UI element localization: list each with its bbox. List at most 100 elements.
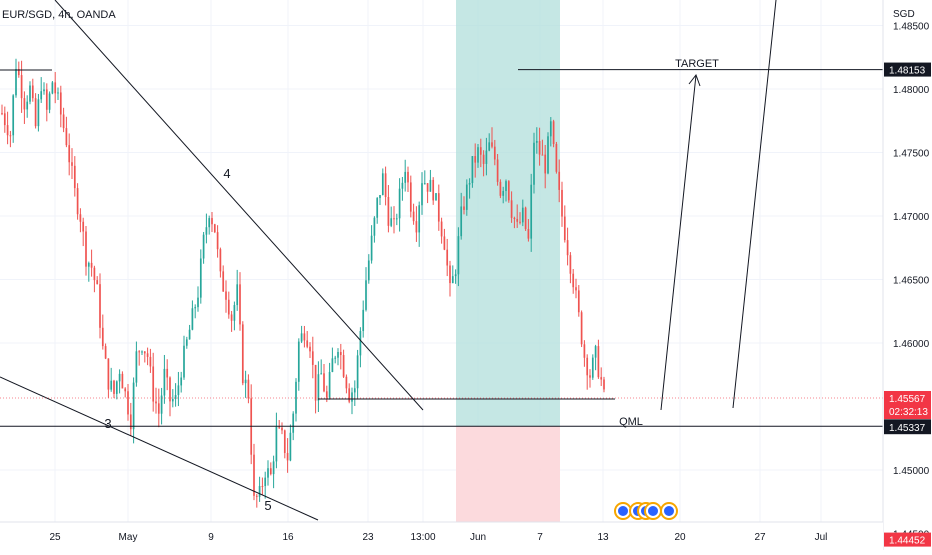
candle-body bbox=[488, 142, 491, 151]
descending-trendline[interactable] bbox=[54, 0, 424, 411]
candle-body bbox=[345, 376, 348, 389]
last-price-badge-countdown: 02:32:13 bbox=[889, 407, 928, 418]
candle-body bbox=[3, 113, 6, 126]
candle-body bbox=[429, 179, 432, 192]
candle-body bbox=[555, 143, 558, 172]
candle-body bbox=[166, 368, 169, 378]
candle-body bbox=[57, 92, 59, 94]
projection-arrow-head[interactable] bbox=[688, 73, 701, 87]
calendar-event-icon[interactable] bbox=[614, 502, 632, 520]
qml-lower-badge[interactable]: 1.45337 bbox=[884, 420, 931, 435]
candle-body bbox=[516, 218, 519, 222]
time-tick-label: May bbox=[119, 532, 138, 543]
qml-lower-badge-text: 1.45337 bbox=[889, 423, 926, 434]
candle-body bbox=[213, 224, 216, 233]
candle-body bbox=[261, 486, 264, 488]
candle-body bbox=[362, 309, 365, 332]
candle-body bbox=[160, 395, 163, 414]
currency-label: SGD bbox=[893, 9, 915, 20]
candle-body bbox=[426, 183, 429, 192]
candle-body bbox=[169, 377, 171, 402]
drawings[interactable] bbox=[0, 0, 883, 521]
candle-body bbox=[12, 95, 15, 136]
target-price-badge-text: 1.48153 bbox=[889, 66, 926, 77]
candle-body bbox=[323, 373, 325, 392]
calendar-event-icon[interactable] bbox=[644, 502, 662, 520]
symbol-title[interactable]: EUR/SGD, 4h, OANDA bbox=[2, 9, 116, 21]
candle-body bbox=[538, 141, 541, 155]
candle-body bbox=[379, 194, 381, 199]
parallel-channel-line[interactable] bbox=[732, 0, 777, 409]
qml-label: QML bbox=[619, 416, 643, 428]
candle-body bbox=[121, 373, 124, 389]
lower-trendline[interactable] bbox=[0, 376, 319, 521]
price-tick-label: 1.46000 bbox=[893, 339, 930, 350]
price-tick-label: 1.46500 bbox=[893, 276, 930, 287]
candle-body bbox=[423, 183, 426, 185]
candle-body bbox=[17, 68, 20, 76]
candle-body bbox=[370, 235, 373, 261]
position-zone[interactable] bbox=[456, 0, 560, 554]
candle-body bbox=[205, 227, 208, 235]
candle-body bbox=[199, 258, 202, 298]
event-icon-core bbox=[618, 506, 628, 516]
wave-label: 3 bbox=[104, 416, 111, 431]
candle-body bbox=[600, 377, 603, 380]
candle-body bbox=[603, 379, 605, 390]
candle-body bbox=[113, 380, 115, 394]
candle-body bbox=[132, 382, 135, 430]
candle-body bbox=[334, 357, 337, 359]
candle-body bbox=[580, 312, 583, 345]
candle-body bbox=[101, 327, 104, 347]
candle-body bbox=[93, 267, 96, 281]
time-tick-label: Jun bbox=[470, 532, 486, 543]
candle-body bbox=[415, 221, 418, 233]
candle-body bbox=[365, 280, 367, 310]
candle-body bbox=[407, 171, 409, 183]
candle-body bbox=[15, 68, 17, 96]
candle-body bbox=[395, 218, 398, 220]
candle-body bbox=[194, 307, 197, 309]
candle-body bbox=[208, 218, 211, 228]
target-price-badge[interactable]: 1.48153 bbox=[884, 62, 931, 77]
candle-body bbox=[547, 136, 549, 174]
candle-body bbox=[381, 173, 384, 195]
bottom-partial-badge-text: 1.44452 bbox=[889, 536, 926, 547]
candle-body bbox=[289, 432, 292, 461]
candle-body bbox=[348, 388, 351, 402]
projection-arrow-line[interactable] bbox=[660, 74, 697, 411]
candle-body bbox=[191, 308, 194, 330]
last-price-badge[interactable]: 1.45567 02:32:13 bbox=[884, 390, 931, 419]
candle-body bbox=[440, 221, 443, 237]
candle-body bbox=[491, 142, 493, 147]
price-axis[interactable] bbox=[883, 0, 932, 550]
candle-body bbox=[43, 89, 45, 92]
annotations: 3 4 5 TARGET QML bbox=[104, 58, 719, 520]
candle-body bbox=[569, 255, 572, 274]
profit-zone[interactable] bbox=[456, 0, 560, 427]
candle-body bbox=[351, 392, 353, 402]
candle-body bbox=[54, 82, 57, 94]
calendar-event-icon[interactable] bbox=[660, 502, 678, 520]
qml-lower-badge-bg bbox=[884, 420, 931, 435]
candle-body bbox=[530, 184, 533, 239]
candle-body bbox=[68, 145, 71, 163]
candle-body bbox=[227, 299, 230, 315]
candle-body bbox=[471, 156, 474, 183]
candle-body bbox=[267, 468, 269, 478]
candle-body bbox=[236, 284, 239, 306]
candle-body bbox=[300, 333, 303, 342]
candle-body bbox=[90, 262, 93, 268]
time-axis[interactable] bbox=[0, 522, 883, 550]
candle-body bbox=[339, 352, 342, 356]
candle-body bbox=[317, 374, 320, 401]
candle-body bbox=[51, 82, 54, 94]
candle-body bbox=[496, 159, 499, 182]
bottom-partial-badge[interactable]: 1.44452 bbox=[884, 532, 931, 547]
bottom-partial-badge-bg bbox=[884, 532, 931, 547]
candle-body bbox=[239, 284, 241, 325]
candle-body bbox=[376, 198, 379, 218]
